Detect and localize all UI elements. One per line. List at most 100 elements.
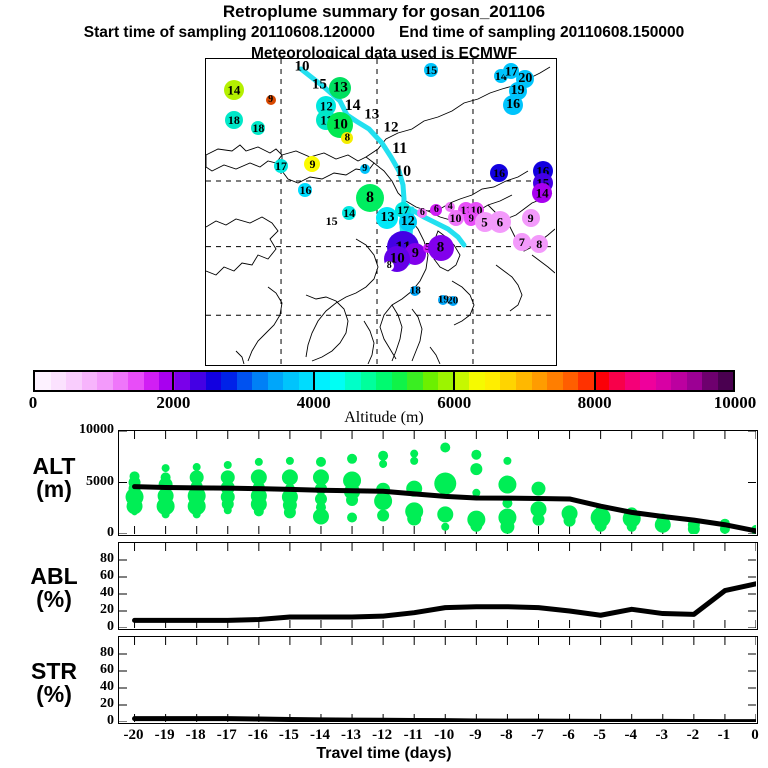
alt-scatter-point bbox=[407, 511, 422, 526]
ytick-label: 60 bbox=[100, 568, 114, 583]
alt-axis-label: ALT (m) bbox=[6, 455, 102, 501]
colorbar-swatch bbox=[438, 372, 454, 390]
map-marker-label: 15 bbox=[311, 76, 327, 93]
retroplume-map[interactable]: 10 15 13 15 14 17 20 19 16 14 9 12 14 18 18 11 10 13 12 8 9 1… bbox=[205, 58, 557, 366]
alt-scatter-point bbox=[441, 522, 450, 531]
alt-scatter-point bbox=[437, 506, 454, 523]
xtick-label: -14 bbox=[309, 727, 330, 743]
map-marker-label: 11 bbox=[392, 139, 408, 157]
str-axis-label-line2: (%) bbox=[36, 681, 72, 707]
alt-scatter-point bbox=[281, 469, 298, 486]
alt-scatter-point bbox=[161, 464, 170, 473]
colorbar-swatch bbox=[515, 372, 532, 390]
map-marker-label: 16 bbox=[493, 166, 506, 181]
xtick-label: -5 bbox=[593, 727, 606, 743]
map-marker-label: 8 bbox=[536, 236, 543, 251]
alt-scatter-point bbox=[192, 463, 201, 472]
str-plot bbox=[119, 637, 756, 722]
colorbar-swatch bbox=[376, 372, 392, 390]
colorbar-swatch bbox=[66, 372, 82, 390]
xtick-label: -3 bbox=[655, 727, 669, 743]
map-marker-label: 18 bbox=[252, 120, 265, 135]
map-marker-label: 12 bbox=[400, 214, 415, 230]
map-marker-label: 10 bbox=[395, 162, 412, 180]
abl-panel[interactable] bbox=[118, 542, 758, 630]
alt-scatter-point bbox=[343, 471, 362, 490]
alt-scatter-point bbox=[223, 506, 232, 515]
map-marker-label: 15 bbox=[425, 62, 438, 77]
colorbar-swatch bbox=[283, 372, 299, 390]
map-particle-marker bbox=[410, 285, 421, 296]
str-series-line bbox=[132, 716, 756, 722]
map-marker-label: 6 bbox=[419, 207, 425, 219]
ytick-label: 10000 bbox=[79, 422, 114, 437]
alt-scatter-point bbox=[221, 498, 234, 511]
alt-scatter-point bbox=[315, 456, 326, 467]
map-particle-marker bbox=[427, 235, 454, 262]
colorbar-swatch bbox=[469, 372, 485, 390]
map-marker-label: 8 bbox=[366, 188, 375, 206]
map-marker-label: 8 bbox=[344, 131, 351, 144]
map-particle-marker bbox=[417, 208, 428, 219]
alt-panel[interactable] bbox=[118, 430, 758, 536]
altitude-colorbar[interactable] bbox=[33, 370, 735, 392]
alt-scatter-point bbox=[374, 492, 393, 511]
xtick-label: 0 bbox=[751, 727, 759, 743]
str-axis-label-line1: STR bbox=[31, 658, 77, 684]
alt-scatter-point bbox=[498, 475, 517, 494]
str-axis-label: STR (%) bbox=[6, 660, 102, 706]
colorbar-divider bbox=[593, 370, 596, 392]
map-marker-label: 10 bbox=[449, 210, 462, 225]
map-marker-label: 9 bbox=[362, 162, 368, 174]
end-time-label: End time of sampling 20110608.150000 bbox=[399, 24, 685, 41]
map-marker-label: 16 bbox=[506, 96, 521, 112]
alt-scatter-point bbox=[687, 522, 700, 534]
alt-scatter-point bbox=[312, 469, 329, 486]
abl-plot bbox=[119, 543, 756, 628]
alt-scatter-point bbox=[594, 519, 607, 532]
alt-scatter-point bbox=[223, 460, 232, 469]
colorbar-swatch bbox=[143, 372, 160, 390]
map-marker-label: 14 bbox=[344, 97, 361, 115]
colorbar-swatch bbox=[686, 372, 703, 390]
colorbar-divider bbox=[312, 370, 315, 392]
colorbar-swatch bbox=[407, 372, 423, 390]
ytick-label: 80 bbox=[100, 551, 114, 566]
map-particle-marker bbox=[530, 234, 549, 253]
map-particle-marker bbox=[359, 163, 370, 174]
map-marker-label: 10 bbox=[332, 116, 348, 133]
xtick-label: -4 bbox=[624, 727, 637, 743]
alt-scatter-point bbox=[470, 463, 483, 476]
alt-scatter-point bbox=[470, 519, 483, 532]
map-marker-label: 8 bbox=[436, 239, 445, 256]
map-marker-label: 14 bbox=[227, 82, 241, 97]
map-particle-marker bbox=[503, 94, 524, 115]
colorbar-tick-label: 10000 bbox=[713, 393, 757, 412]
alt-scatter-point bbox=[131, 509, 138, 516]
ytick-label: 0 bbox=[107, 619, 114, 634]
map-marker-label: 5 bbox=[481, 214, 488, 230]
alt-scatter-point bbox=[563, 514, 576, 527]
colorbar-swatch bbox=[360, 372, 377, 390]
colorbar-swatch bbox=[190, 372, 206, 390]
xtick-label: -11 bbox=[403, 727, 423, 743]
xtick-label: -15 bbox=[278, 727, 299, 743]
colorbar-swatch bbox=[298, 372, 315, 390]
colorbar-swatch bbox=[484, 372, 501, 390]
alt-scatter-point bbox=[254, 457, 263, 466]
colorbar-swatch bbox=[35, 372, 51, 390]
colorbar-swatch bbox=[112, 372, 129, 390]
colorbar-swatch bbox=[422, 372, 439, 390]
alt-scatter-point bbox=[250, 469, 267, 486]
ytick-label: 40 bbox=[100, 585, 114, 600]
map-marker-label: 9 bbox=[527, 211, 534, 226]
alt-scatter-point bbox=[500, 519, 515, 534]
str-panel[interactable] bbox=[118, 636, 758, 724]
colorbar-swatch bbox=[81, 372, 98, 390]
map-marker-label: 12 bbox=[319, 98, 333, 114]
ytick-label: 0 bbox=[107, 713, 114, 728]
alt-scatter-point bbox=[126, 498, 143, 515]
map-marker-label: 20 bbox=[518, 70, 533, 86]
colorbar-swatch bbox=[50, 372, 67, 390]
colorbar-tick-label: 2000 bbox=[156, 393, 191, 412]
